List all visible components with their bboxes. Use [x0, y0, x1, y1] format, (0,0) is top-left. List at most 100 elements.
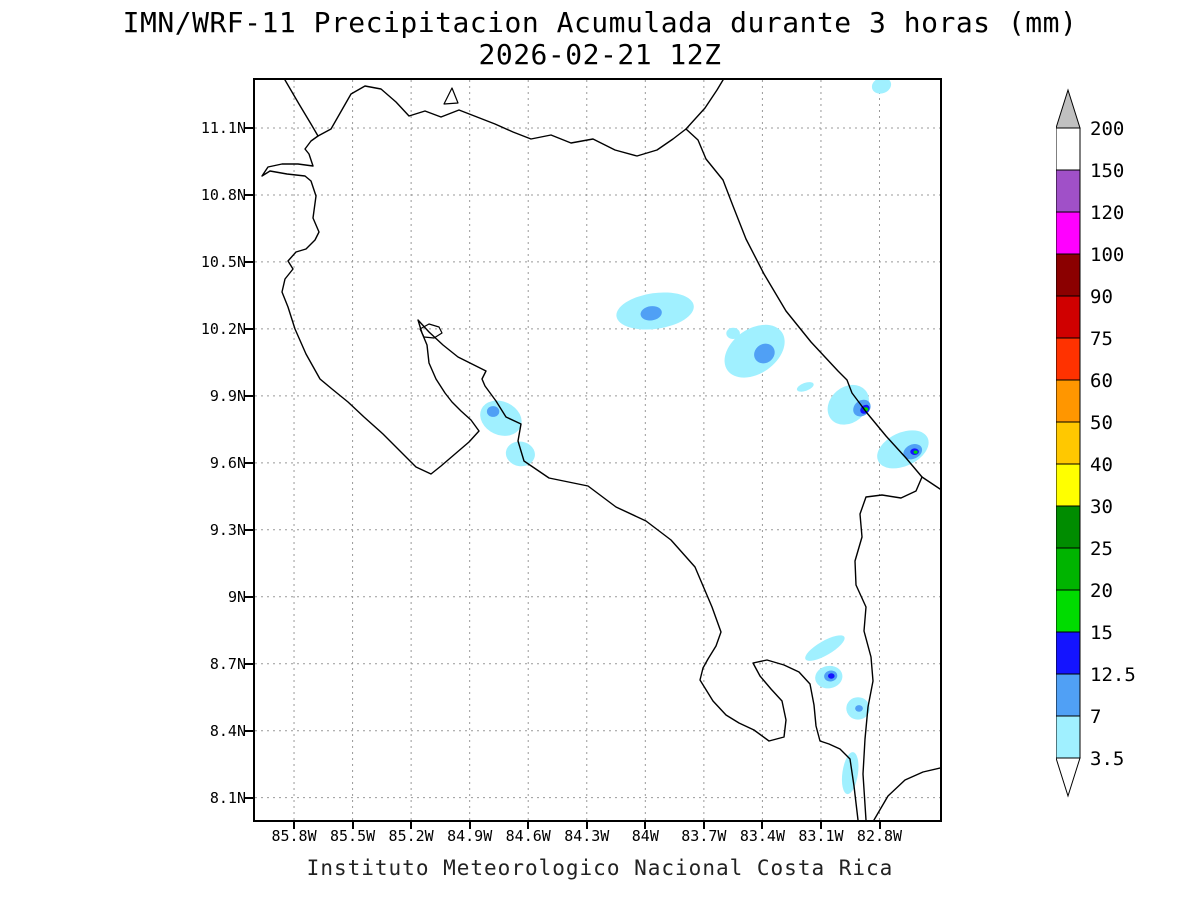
precipitation-shading — [480, 80, 929, 795]
lat-axis-tick — [245, 662, 253, 665]
lon-tick-label: 82.8W — [856, 827, 903, 845]
precip-cell-7mm — [486, 406, 500, 417]
lat-tick-label: 9.3N — [209, 520, 246, 539]
colorbar-tick-label: 15 — [1090, 622, 1113, 644]
colorbar-tick-label: 30 — [1090, 496, 1113, 518]
colorbar-band — [1055, 379, 1081, 423]
lat-tick-label: 9.9N — [209, 386, 246, 405]
colorbar-tick-label: 3.5 — [1090, 748, 1124, 770]
colorbar-band — [1055, 127, 1081, 171]
precip-cell-12.5mm — [828, 673, 835, 679]
lon-axis-tick — [878, 822, 881, 829]
coastline-panama-caribbean — [921, 476, 940, 490]
colorbar-band — [1055, 673, 1081, 717]
lat-tick-label: 11.1N — [200, 118, 246, 137]
colorbar-top-arrow — [1055, 88, 1081, 129]
map-frame — [253, 78, 942, 822]
colorbar-tick-label: 75 — [1090, 328, 1113, 350]
colorbar-tick-label: 150 — [1090, 160, 1124, 182]
lon-axis-tick — [468, 822, 471, 829]
lat-axis-tick — [245, 193, 253, 196]
lon-tick-label: 84.9W — [447, 827, 493, 845]
lat-axis-tick — [245, 327, 253, 330]
coastline — [261, 80, 940, 820]
lat-tick-label: 9.6N — [209, 453, 246, 472]
lon-axis-tick — [761, 822, 764, 829]
lat-axis-tick — [245, 461, 253, 464]
lat-tick-label: 9N — [227, 587, 246, 606]
colorbar-tick-label: 60 — [1090, 370, 1113, 392]
precip-cell-3.5mm — [877, 430, 929, 469]
colorbar-band — [1055, 505, 1081, 549]
colorbar-tick-label: 120 — [1090, 202, 1124, 224]
precip-cell-7mm — [855, 705, 863, 712]
plot-subtitle: 2026-02-21 12Z — [478, 38, 722, 71]
lat-tick-label: 10.5N — [200, 252, 246, 271]
precip-cell-7mm — [754, 343, 775, 364]
lon-axis-tick — [702, 822, 705, 829]
colorbar-tick-label: 100 — [1090, 244, 1124, 266]
precip-cell-3.5mm — [871, 80, 892, 94]
plot-title: IMN/WRF-11 Precipitacion Acumulada duran… — [122, 6, 1078, 39]
coastline-panama-pacific — [873, 767, 940, 820]
coastline-nicaragua-caribbean — [685, 80, 724, 130]
colorbar-band — [1055, 715, 1081, 759]
colorbar-tick-label: 7 — [1090, 706, 1101, 728]
lon-axis-tick — [644, 822, 647, 829]
lat-axis-tick — [245, 729, 253, 732]
lat-tick-label: 10.8N — [200, 185, 246, 204]
coastline-pacific — [261, 135, 859, 820]
lon-tick-label: 84.3W — [564, 827, 610, 845]
colorbar-tick-label: 90 — [1090, 286, 1113, 308]
precip-cell-3.5mm — [841, 752, 859, 795]
coastline-border-caribbean — [284, 80, 923, 820]
lon-tick-label: 85.2W — [388, 827, 434, 845]
lon-tick-label: 85.5W — [330, 827, 376, 845]
colorbar-bottom-arrow — [1055, 757, 1081, 798]
lon-axis-tick — [819, 822, 822, 829]
lake-island — [443, 87, 459, 105]
precip-cell-3.5mm — [724, 324, 785, 378]
colorbar-band — [1055, 547, 1081, 591]
colorbar: 200 150 120 100 90 75 60 50 40 30 25 20 15 12.5 7 3.5 — [1055, 88, 1186, 800]
lon-tick-label: 83.7W — [681, 827, 727, 845]
footer-credit: Instituto Meteorologico Nacional Costa R… — [306, 856, 894, 880]
colorbar-band — [1055, 295, 1081, 339]
colorbar-band — [1055, 421, 1081, 465]
precip-cell-7mm — [640, 306, 662, 321]
colorbar-scale: 200 150 120 100 90 75 60 50 40 30 25 20 15 12.5 7 3.5 — [1055, 88, 1136, 798]
lat-axis-tick — [245, 260, 253, 263]
lon-axis-tick — [585, 822, 588, 829]
lat-axis-tick — [245, 126, 253, 129]
lat-tick-label: 10.2N — [200, 319, 246, 338]
colorbar-band — [1055, 169, 1081, 213]
gulf-island — [419, 323, 443, 339]
grid-lines — [255, 80, 940, 820]
precip-cell-3.5mm — [805, 635, 845, 661]
colorbar-tick-label: 12.5 — [1090, 664, 1136, 686]
lon-tick-label: 85.8W — [271, 827, 317, 845]
lat-tick-label: 8.7N — [209, 654, 246, 673]
lat-axis-tick — [245, 595, 253, 598]
lon-tick-label: 83.4W — [739, 827, 785, 845]
precip-cell-3.5mm — [726, 327, 740, 339]
colorbar-band — [1055, 631, 1081, 675]
precip-cell-3.5mm — [796, 382, 814, 392]
lon-tick-label: 83.1W — [798, 827, 844, 845]
lon-axis-tick — [527, 822, 530, 829]
lat-axis-tick — [245, 394, 253, 397]
colorbar-band — [1055, 253, 1081, 297]
colorbar-band — [1055, 337, 1081, 381]
lat-axis-tick — [245, 528, 253, 531]
colorbar-tick-label: 200 — [1090, 118, 1124, 140]
precip-cell-15mm — [913, 450, 918, 454]
lon-axis-tick — [410, 822, 413, 829]
colorbar-tick-label: 50 — [1090, 412, 1113, 434]
colorbar-band — [1055, 463, 1081, 507]
precip-cell-3.5mm — [505, 441, 535, 467]
costa-rica-precipitation-map — [255, 80, 940, 820]
colorbar-tick-label: 40 — [1090, 454, 1113, 476]
lon-tick-label: 84.6W — [505, 827, 551, 845]
colorbar-band — [1055, 211, 1081, 255]
